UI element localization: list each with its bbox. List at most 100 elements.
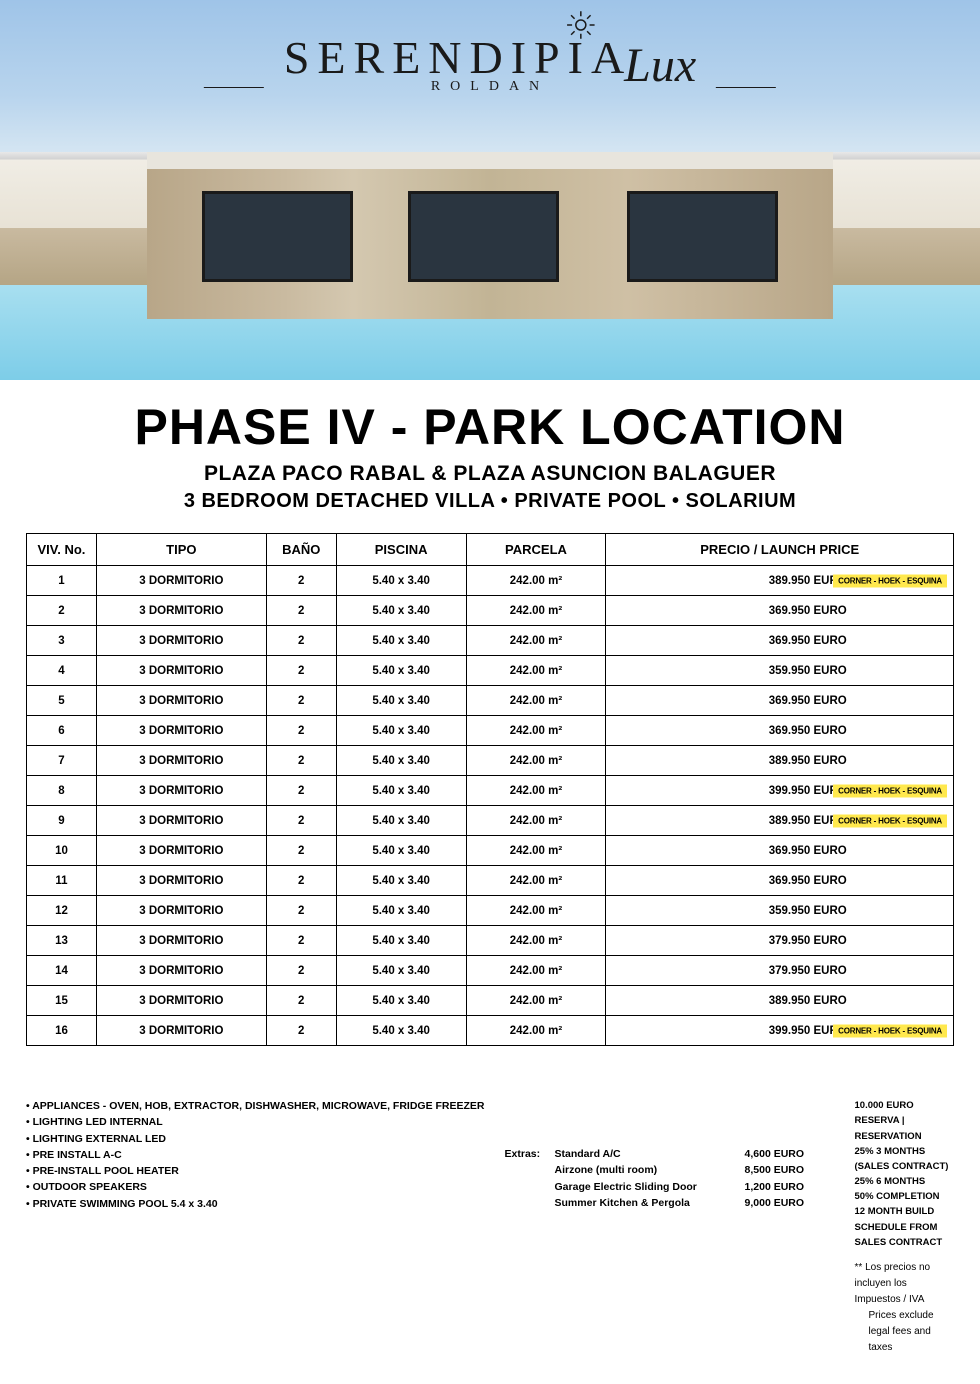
table-cell: 13 bbox=[27, 926, 97, 956]
table-cell: 15 bbox=[27, 986, 97, 1016]
price-cell: 369.950 EURO bbox=[606, 686, 954, 716]
features-line: 3 BEDROOM DETACHED VILLA • PRIVATE POOL … bbox=[20, 490, 960, 513]
table-cell: 2 bbox=[27, 596, 97, 626]
table-cell: 8 bbox=[27, 776, 97, 806]
table-cell: 2 bbox=[266, 626, 336, 656]
th-precio: PRECIO / LAUNCH PRICE bbox=[606, 534, 954, 566]
footer-bullets: • APPLIANCES - OVEN, HOB, EXTRACTOR, DIS… bbox=[26, 1098, 485, 1356]
price-cell: 369.950 EURO bbox=[606, 596, 954, 626]
footer-payment: 10.000 EURO RESERVA | RESERVATION25% 3 M… bbox=[855, 1098, 954, 1356]
table-cell: 2 bbox=[266, 1016, 336, 1046]
table-cell: 14 bbox=[27, 956, 97, 986]
table-cell: 3 DORMITORIO bbox=[96, 806, 266, 836]
table-cell: 5.40 x 3.40 bbox=[336, 836, 466, 866]
table-cell: 5.40 x 3.40 bbox=[336, 926, 466, 956]
disclaimer-line-2: Prices exclude legal fees and taxes bbox=[855, 1308, 954, 1356]
table-row: 23 DORMITORIO25.40 x 3.40242.00 m²369.95… bbox=[27, 596, 954, 626]
extras-row: Garage Electric Sliding Door1,200 EURO bbox=[505, 1179, 835, 1195]
logo-subtitle: ROLDAN bbox=[284, 79, 696, 95]
price-cell: 389.950 EUROCORNER - HOEK - ESQUINA bbox=[606, 806, 954, 836]
table-cell: 5.40 x 3.40 bbox=[336, 746, 466, 776]
payment-line: 10.000 EURO RESERVA | RESERVATION bbox=[855, 1098, 954, 1144]
table-row: 33 DORMITORIO25.40 x 3.40242.00 m²369.95… bbox=[27, 626, 954, 656]
table-cell: 242.00 m² bbox=[466, 806, 606, 836]
extras-row: Extras:Standard A/C4,600 EURO bbox=[505, 1146, 835, 1162]
bullet-item: • LIGHTING LED INTERNAL bbox=[26, 1114, 485, 1130]
table-cell: 9 bbox=[27, 806, 97, 836]
table-cell: 5.40 x 3.40 bbox=[336, 566, 466, 596]
price-cell: 389.950 EURO bbox=[606, 746, 954, 776]
corner-badge: CORNER - HOEK - ESQUINA bbox=[833, 574, 947, 587]
table-cell: 1 bbox=[27, 566, 97, 596]
table-row: 83 DORMITORIO25.40 x 3.40242.00 m²399.95… bbox=[27, 776, 954, 806]
table-cell: 3 DORMITORIO bbox=[96, 866, 266, 896]
price-cell: 379.950 EURO bbox=[606, 926, 954, 956]
footer-extras: Extras:Standard A/C4,600 EUROAirzone (mu… bbox=[505, 1098, 835, 1356]
extras-name: Standard A/C bbox=[555, 1146, 745, 1162]
table-cell: 5.40 x 3.40 bbox=[336, 986, 466, 1016]
table-cell: 5.40 x 3.40 bbox=[336, 896, 466, 926]
table-cell: 242.00 m² bbox=[466, 656, 606, 686]
table-row: 163 DORMITORIO25.40 x 3.40242.00 m²399.9… bbox=[27, 1016, 954, 1046]
table-cell: 242.00 m² bbox=[466, 776, 606, 806]
table-cell: 3 DORMITORIO bbox=[96, 716, 266, 746]
table-row: 103 DORMITORIO25.40 x 3.40242.00 m²369.9… bbox=[27, 836, 954, 866]
table-cell: 5.40 x 3.40 bbox=[336, 956, 466, 986]
table-row: 73 DORMITORIO25.40 x 3.40242.00 m²389.95… bbox=[27, 746, 954, 776]
price-cell: 389.950 EURO bbox=[606, 986, 954, 1016]
table-row: 143 DORMITORIO25.40 x 3.40242.00 m²379.9… bbox=[27, 956, 954, 986]
extras-label bbox=[505, 1162, 555, 1178]
extras-price: 1,200 EURO bbox=[745, 1179, 835, 1195]
th-parcela: PARCELA bbox=[466, 534, 606, 566]
table-cell: 2 bbox=[266, 566, 336, 596]
table-cell: 7 bbox=[27, 746, 97, 776]
table-cell: 242.00 m² bbox=[466, 686, 606, 716]
table-cell: 3 DORMITORIO bbox=[96, 986, 266, 1016]
page-subtitle: PLAZA PACO RABAL & PLAZA ASUNCION BALAGU… bbox=[20, 462, 960, 486]
table-cell: 242.00 m² bbox=[466, 896, 606, 926]
extras-row: Airzone (multi room)8,500 EURO bbox=[505, 1162, 835, 1178]
price-cell: 369.950 EURO bbox=[606, 866, 954, 896]
price-cell: 359.950 EURO bbox=[606, 656, 954, 686]
corner-badge: CORNER - HOEK - ESQUINA bbox=[833, 814, 947, 827]
price-cell: 359.950 EURO bbox=[606, 896, 954, 926]
bullet-item: • LIGHTING EXTERNAL LED bbox=[26, 1131, 485, 1147]
table-cell: 242.00 m² bbox=[466, 1016, 606, 1046]
table-cell: 2 bbox=[266, 986, 336, 1016]
heading-block: PHASE IV - PARK LOCATION PLAZA PACO RABA… bbox=[0, 380, 980, 525]
table-cell: 2 bbox=[266, 656, 336, 686]
footer-block: • APPLIANCES - OVEN, HOB, EXTRACTOR, DIS… bbox=[26, 1098, 954, 1356]
table-cell: 3 DORMITORIO bbox=[96, 956, 266, 986]
price-cell: 379.950 EURO bbox=[606, 956, 954, 986]
table-cell: 242.00 m² bbox=[466, 986, 606, 1016]
table-cell: 3 DORMITORIO bbox=[96, 1016, 266, 1046]
table-cell: 242.00 m² bbox=[466, 596, 606, 626]
table-cell: 3 DORMITORIO bbox=[96, 626, 266, 656]
table-cell: 16 bbox=[27, 1016, 97, 1046]
price-cell: 399.950 EUROCORNER - HOEK - ESQUINA bbox=[606, 1016, 954, 1046]
table-row: 133 DORMITORIO25.40 x 3.40242.00 m²379.9… bbox=[27, 926, 954, 956]
table-cell: 6 bbox=[27, 716, 97, 746]
th-bano: BAÑO bbox=[266, 534, 336, 566]
table-cell: 242.00 m² bbox=[466, 716, 606, 746]
price-cell: 399.950 EUROCORNER - HOEK - ESQUINA bbox=[606, 776, 954, 806]
table-cell: 2 bbox=[266, 836, 336, 866]
table-cell: 5.40 x 3.40 bbox=[336, 776, 466, 806]
table-cell: 3 DORMITORIO bbox=[96, 896, 266, 926]
price-table: VIV. No. TIPO BAÑO PISCINA PARCELA PRECI… bbox=[26, 533, 954, 1046]
sun-icon bbox=[566, 10, 596, 40]
extras-price: 9,000 EURO bbox=[745, 1195, 835, 1211]
table-cell: 242.00 m² bbox=[466, 626, 606, 656]
table-cell: 3 DORMITORIO bbox=[96, 926, 266, 956]
extras-label: Extras: bbox=[505, 1146, 555, 1162]
table-cell: 3 DORMITORIO bbox=[96, 776, 266, 806]
disclaimer-line-1: ** Los precios no incluyen los Impuestos… bbox=[855, 1260, 954, 1308]
table-cell: 242.00 m² bbox=[466, 836, 606, 866]
extras-label bbox=[505, 1179, 555, 1195]
table-cell: 5.40 x 3.40 bbox=[336, 686, 466, 716]
table-cell: 10 bbox=[27, 836, 97, 866]
th-tipo: TIPO bbox=[96, 534, 266, 566]
table-row: 153 DORMITORIO25.40 x 3.40242.00 m²389.9… bbox=[27, 986, 954, 1016]
table-cell: 5 bbox=[27, 686, 97, 716]
payment-line: 25% 3 MONTHS (SALES CONTRACT) bbox=[855, 1144, 954, 1174]
